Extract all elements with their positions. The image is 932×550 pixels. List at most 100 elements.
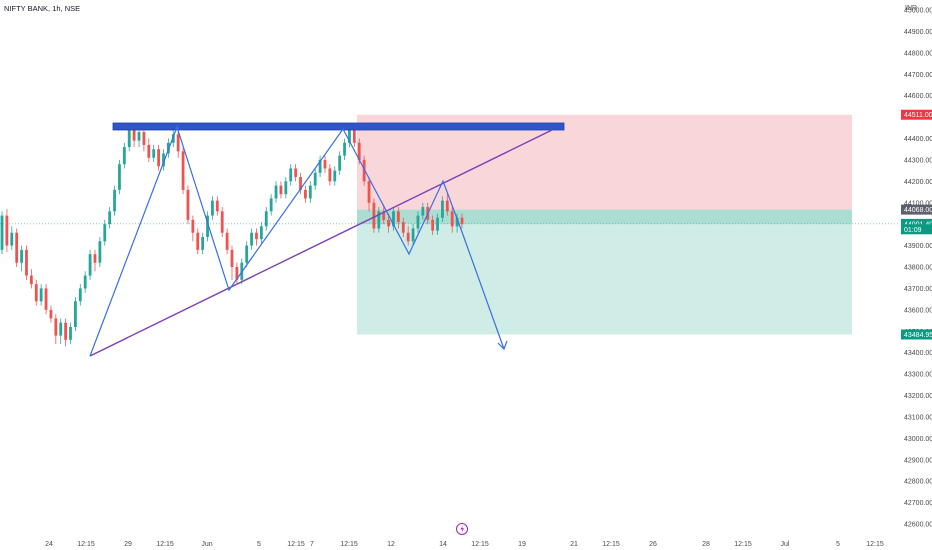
candle-up xyxy=(127,129,131,148)
price-axis[interactable]: 45000.00 44900.00 44800.00 44700.00 44600.00… xyxy=(904,8,932,529)
time-tick-label: 12:15 xyxy=(77,541,95,548)
candle-up xyxy=(113,189,116,212)
time-tick-label: 29 xyxy=(124,541,132,548)
candle-down xyxy=(382,211,386,220)
price-tick-label: 44300.00 xyxy=(904,157,932,164)
candle-down xyxy=(49,309,53,319)
time-tick-label: 21 xyxy=(570,541,578,548)
candle-up xyxy=(411,228,415,242)
candle-down xyxy=(357,142,361,160)
time-tick-label: 24 xyxy=(45,541,53,548)
time-tick-label: 12:15 xyxy=(471,541,489,548)
candle-down xyxy=(255,232,258,240)
candle-down xyxy=(34,284,38,302)
candle-down xyxy=(396,211,400,223)
candle-down xyxy=(362,159,366,182)
candle-down xyxy=(220,211,224,233)
time-tick-label: 7 xyxy=(310,541,314,548)
candle-down xyxy=(44,288,48,310)
candle-down xyxy=(445,200,449,212)
candle-up xyxy=(455,217,459,227)
candle-up xyxy=(122,147,126,165)
candle-up xyxy=(318,159,322,173)
candle-down xyxy=(5,215,9,246)
candle-down xyxy=(299,177,302,190)
risk-reward-zones[interactable] xyxy=(0,114,900,335)
price-tick-label: 43800.00 xyxy=(904,265,932,272)
candle-up xyxy=(206,215,209,238)
candle-down xyxy=(15,232,19,263)
candle-up xyxy=(250,232,253,246)
pattern-drawings[interactable] xyxy=(89,122,565,357)
candle-up xyxy=(103,224,107,242)
time-tick-label: 12:15 xyxy=(734,541,752,548)
resistance-zone[interactable] xyxy=(112,122,565,131)
price-tick-label: 44800.00 xyxy=(904,50,932,57)
candle-down xyxy=(328,168,332,182)
price-tick-label: 43300.00 xyxy=(904,372,932,379)
candle-up xyxy=(259,226,263,240)
time-tick-label: 12:15 xyxy=(340,541,358,548)
candle-up xyxy=(333,170,337,182)
candle-down xyxy=(431,219,435,231)
candle-down xyxy=(235,267,239,280)
candle-up xyxy=(74,301,77,327)
pattern-zigzag[interactable] xyxy=(89,125,505,357)
candle-up xyxy=(211,200,214,216)
time-tick-label: Jul xyxy=(781,541,790,548)
candle-down xyxy=(196,232,200,250)
candle-up xyxy=(392,211,395,227)
time-axis[interactable]: 24 12:15 29 12:15 Jun 5 12:15 7 12:15 12 14 12:15 19… xyxy=(45,541,884,548)
candle-down xyxy=(142,132,146,145)
candle-up xyxy=(308,185,312,199)
events-icon[interactable] xyxy=(456,523,468,535)
time-tick-label: 12:15 xyxy=(602,541,620,548)
price-tick-label: 44100.00 xyxy=(904,200,932,207)
candle-up xyxy=(245,245,249,263)
candle-up xyxy=(269,198,273,212)
price-tick-label: 43100.00 xyxy=(904,414,932,421)
candle-down xyxy=(279,185,283,195)
candle-down xyxy=(406,232,410,242)
price-tick-label: 44600.00 xyxy=(904,93,932,100)
target-zone[interactable] xyxy=(357,209,852,335)
candle-up xyxy=(98,241,102,263)
candle-down xyxy=(29,275,33,285)
candle-up xyxy=(338,155,342,171)
candle-up xyxy=(162,153,165,167)
price-tick-label: 43200.00 xyxy=(904,393,932,400)
price-badge-stop xyxy=(901,109,932,120)
price-tick-label: 43000.00 xyxy=(904,436,932,443)
price-tick-label: 42600.00 xyxy=(904,522,932,529)
price-badge-entry xyxy=(901,204,932,215)
ascending-trendline[interactable] xyxy=(89,129,553,357)
candle-down xyxy=(450,211,454,227)
time-tick-label: 12:15 xyxy=(866,541,884,548)
price-tick-label: 44700.00 xyxy=(904,72,932,79)
candle-down xyxy=(181,151,185,190)
candle-up xyxy=(108,211,112,225)
time-tick-label: Jun xyxy=(201,541,212,548)
time-tick-label: 12:15 xyxy=(287,541,305,548)
candle-down xyxy=(372,202,376,229)
candle-up xyxy=(289,168,293,182)
candle-series xyxy=(0,123,464,347)
candle-up xyxy=(284,181,288,195)
time-tick-label: 28 xyxy=(702,541,710,548)
entry-band xyxy=(357,209,852,224)
candle-down xyxy=(304,189,307,199)
candle-down xyxy=(367,181,371,203)
candle-down xyxy=(230,249,234,267)
time-tick-label: 5 xyxy=(257,541,261,548)
candle-up xyxy=(421,207,425,216)
candle-down xyxy=(132,129,136,141)
candle-up xyxy=(118,164,121,190)
candle-down xyxy=(64,322,68,340)
stop-loss-zone[interactable] xyxy=(357,114,852,210)
time-tick-label: 14 xyxy=(439,541,447,548)
price-badge-label: 44068.00 xyxy=(904,207,932,214)
candle-down xyxy=(215,200,219,212)
candle-up xyxy=(313,172,317,186)
